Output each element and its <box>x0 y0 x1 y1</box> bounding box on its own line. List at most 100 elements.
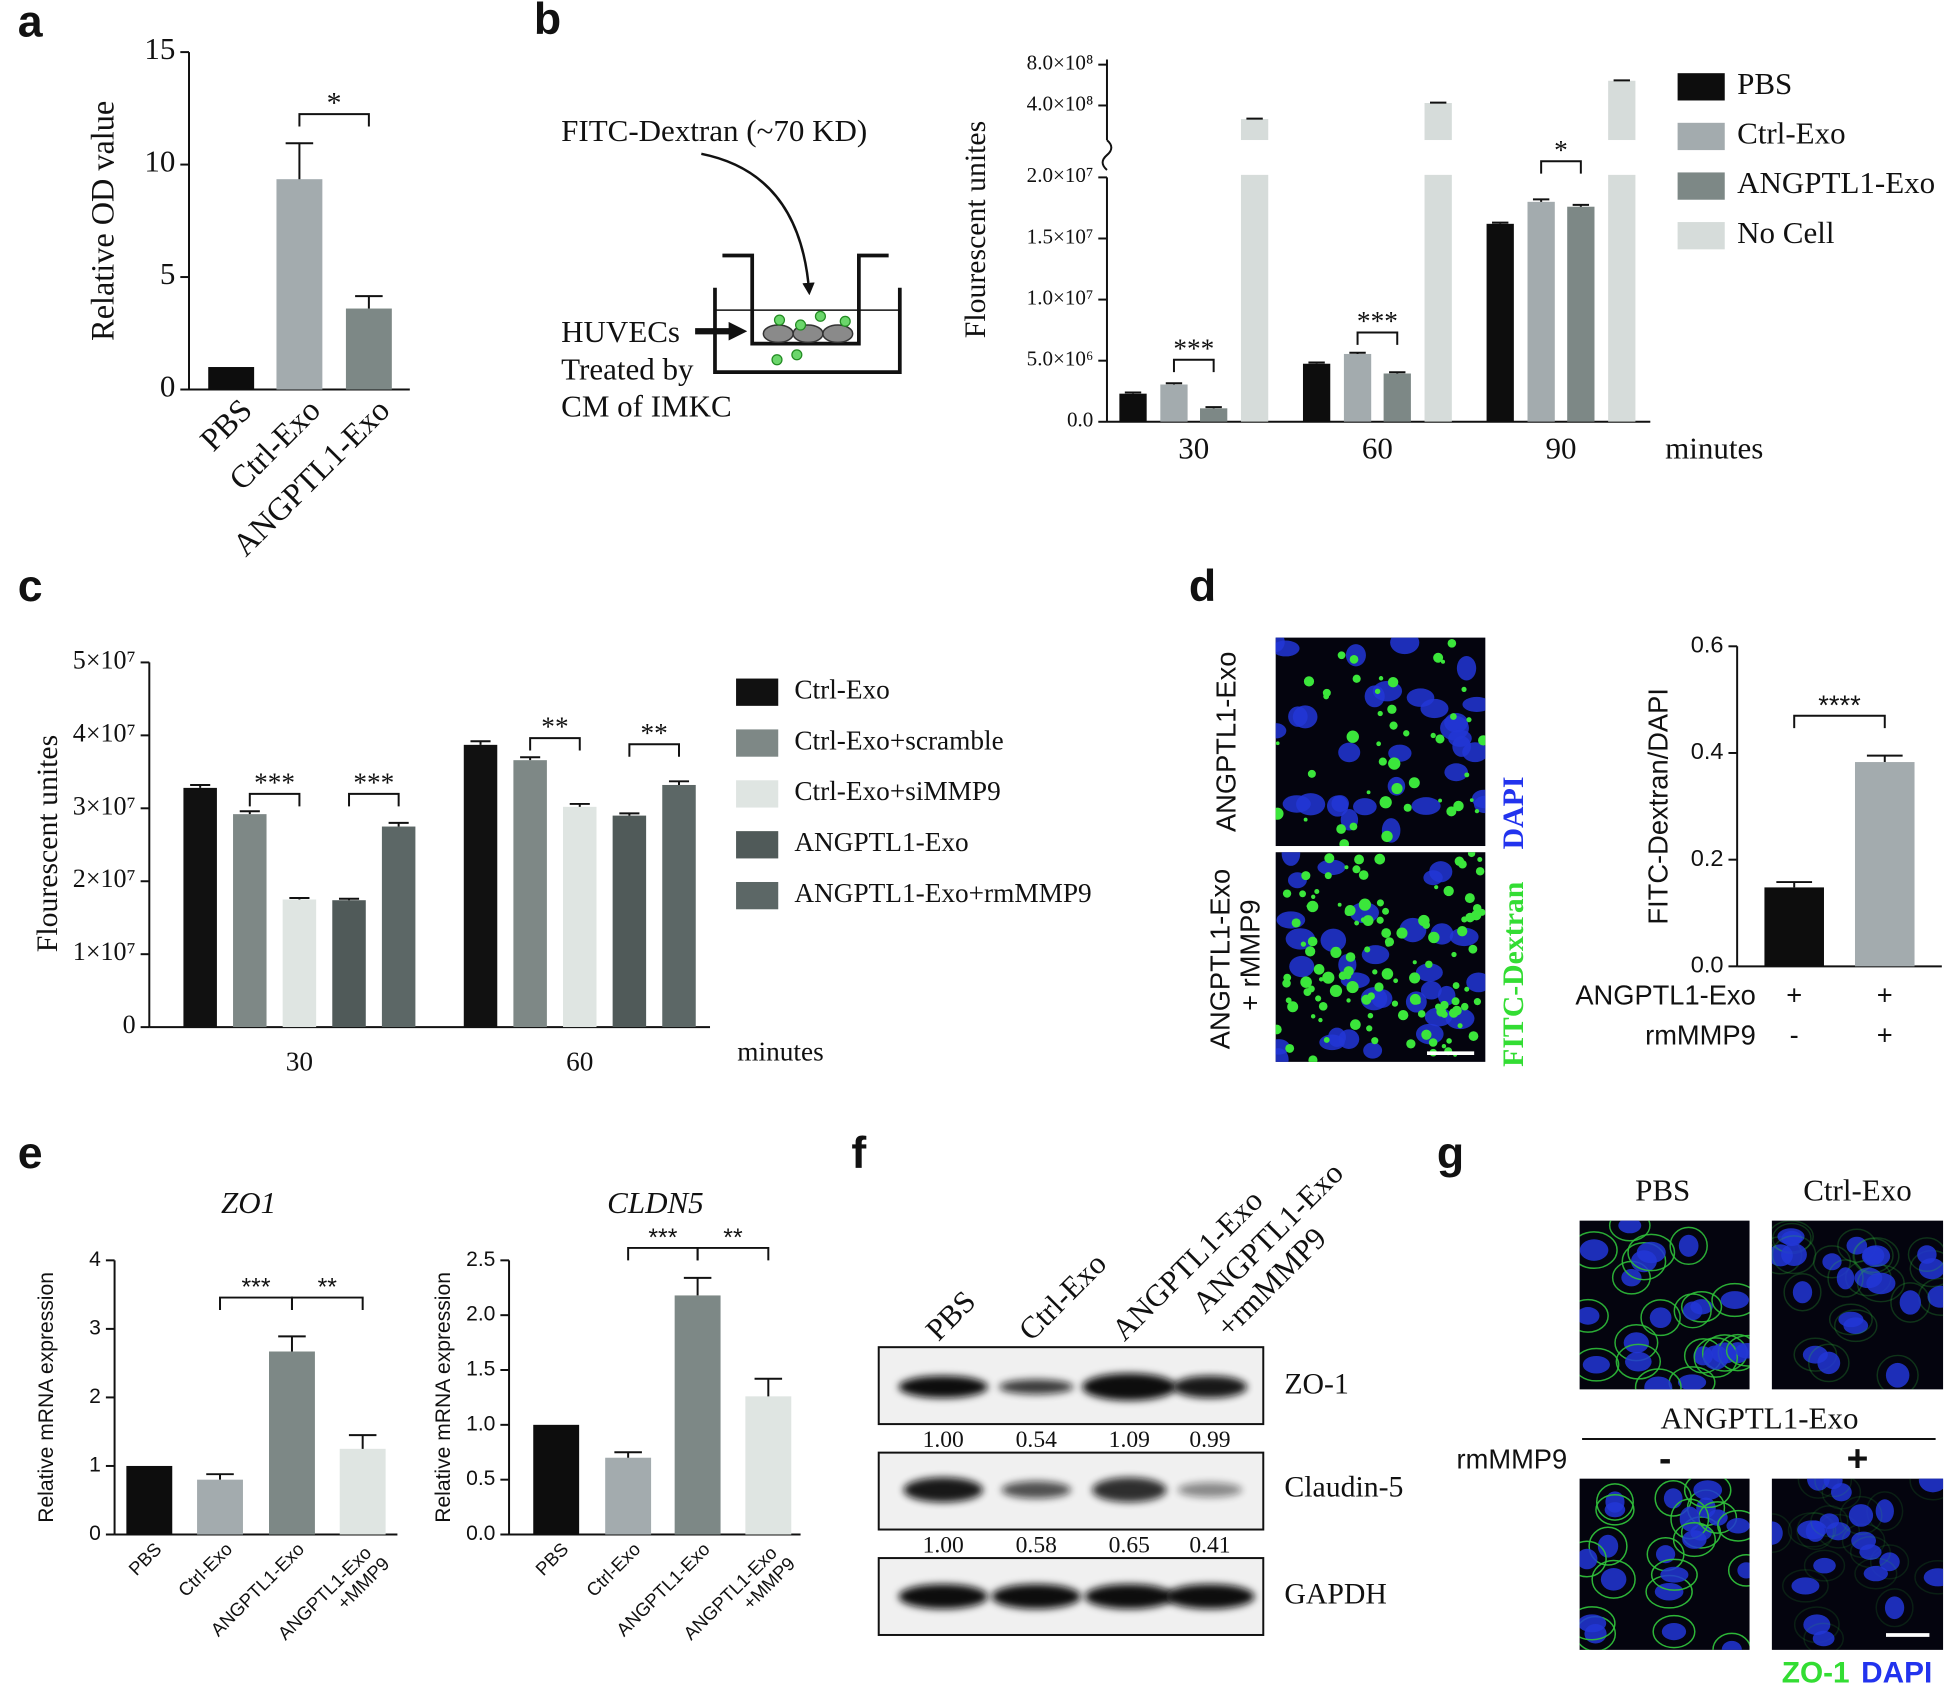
fitc-spot <box>1378 676 1384 681</box>
error-bar <box>278 1335 306 1352</box>
dextran-dot <box>773 314 786 326</box>
nucleus <box>1677 1374 1707 1390</box>
chart: 0 1 2 3 4 Relative mRNA expression ZO1 PBS Ctrl-… <box>35 1185 398 1644</box>
fitc-spot <box>1300 941 1307 947</box>
nucleus <box>1282 795 1311 813</box>
nucleus <box>1812 1630 1835 1647</box>
dextran-dot <box>771 354 783 366</box>
cell <box>762 324 794 344</box>
fitc-spot <box>1308 1055 1318 1062</box>
legend-swatch <box>1677 73 1725 101</box>
nucleus <box>1636 1241 1666 1264</box>
panel-letter: b <box>534 0 561 44</box>
micrograph-labels-g: PBS Ctrl-Exo ANGPTL1-Exo rmMMP9 - + ZO-1 DAPI <box>1457 1172 1936 1690</box>
sig-label: * <box>1554 135 1568 165</box>
sig-label: *** <box>1357 306 1398 336</box>
nucleus <box>1289 955 1315 978</box>
fitc-spot <box>1477 857 1483 863</box>
fitc-spot <box>1396 927 1408 939</box>
x-tick-label: 30 <box>1178 431 1209 466</box>
band <box>1092 1477 1167 1503</box>
membrane <box>1725 1334 1750 1367</box>
fitc-spot <box>1303 676 1315 687</box>
legend-label: Ctrl-Exo <box>1737 116 1846 151</box>
error-bar <box>1349 351 1366 354</box>
bar <box>332 900 366 1028</box>
sig-label: *** <box>353 768 394 798</box>
error-bar <box>1572 203 1590 207</box>
fitc-spot <box>1313 964 1325 975</box>
nucleus <box>1923 1568 1944 1587</box>
fitc-spot <box>1291 918 1301 928</box>
y-axis-label: Relative mRNA expression <box>35 1272 58 1523</box>
y-axis-label: Flourescent unites <box>959 121 992 338</box>
fitc-spot <box>1358 870 1369 880</box>
y-axis-label: Relative OD value <box>84 101 120 341</box>
membrane <box>1579 1298 1609 1333</box>
x-tick-label: Ctrl-Exo <box>582 1538 644 1600</box>
fitc-spot <box>1377 710 1383 717</box>
x-tick-label: 90 <box>1545 431 1576 466</box>
bar <box>276 179 323 390</box>
bar <box>674 1295 721 1535</box>
condition-level: + <box>1786 980 1802 1011</box>
bar <box>1608 80 1636 141</box>
fitc-spot <box>1433 652 1444 663</box>
membrane <box>1803 1622 1844 1650</box>
sig-label: ** <box>723 1225 743 1252</box>
bar <box>269 1351 315 1535</box>
error-bar <box>206 1473 234 1480</box>
condition-name: ANGPTL1-Exo <box>1575 980 1755 1011</box>
membrane <box>1814 1478 1853 1498</box>
nucleus <box>1803 1614 1831 1635</box>
membrane <box>1796 1512 1835 1551</box>
fitc-spot <box>1366 1025 1373 1032</box>
y-tick-label: 0.0 <box>1691 952 1724 978</box>
nucleus <box>1449 927 1479 947</box>
fitc-spot <box>1285 1043 1295 1053</box>
condition-level: - <box>1790 1019 1799 1050</box>
row-label: ANGPTL1-Exo + rMMP9 <box>1205 861 1266 1049</box>
band <box>1165 1584 1255 1609</box>
error-bar <box>470 740 491 745</box>
bar <box>1764 887 1824 967</box>
bar <box>1160 384 1188 422</box>
fitc-spot <box>1303 817 1308 822</box>
panel-letter: d <box>1189 562 1216 611</box>
nucleus <box>1846 1236 1868 1255</box>
sig-bracket <box>248 792 301 807</box>
membrane <box>1839 1495 1883 1535</box>
fitc-spot <box>1388 757 1401 770</box>
y-axis-label: Flourescent unites <box>31 735 64 952</box>
fitc-spot <box>1372 969 1378 975</box>
fitc-spot <box>1421 1029 1432 1040</box>
nucleus <box>1859 1544 1882 1560</box>
band <box>1084 1584 1174 1609</box>
condition-level: + <box>1877 980 1893 1011</box>
factor-level: - <box>1659 1437 1671 1479</box>
y-tick-label: 4×10⁷ <box>73 718 136 747</box>
membrane <box>1787 1512 1837 1548</box>
chart: 0.0 0.5 1.0 1.5 2.0 2.5 Relative mRNA expressi… <box>432 1185 801 1644</box>
fitc-spot <box>1344 905 1356 916</box>
error-bar <box>285 142 314 180</box>
fitc-spot <box>1307 936 1318 947</box>
fitc-spot <box>1387 676 1399 688</box>
y-tick-label: 5×10⁷ <box>73 645 136 674</box>
bar <box>1854 762 1915 967</box>
band <box>898 1584 988 1609</box>
error-bar <box>190 783 211 788</box>
nucleus <box>1679 1506 1700 1532</box>
y-tick-label: 0 <box>89 1522 101 1545</box>
nucleus <box>1579 1548 1598 1570</box>
nucleus <box>1618 1220 1642 1234</box>
fitc-spot <box>1378 757 1387 766</box>
micrograph-content <box>1579 1220 1750 1390</box>
error-bar <box>1389 371 1406 374</box>
panel-letter: f <box>851 1129 866 1178</box>
membrane <box>1909 1478 1944 1501</box>
fitc-spot <box>1403 730 1410 737</box>
nucleus <box>1579 1614 1607 1633</box>
fitc-spot <box>1451 951 1457 958</box>
